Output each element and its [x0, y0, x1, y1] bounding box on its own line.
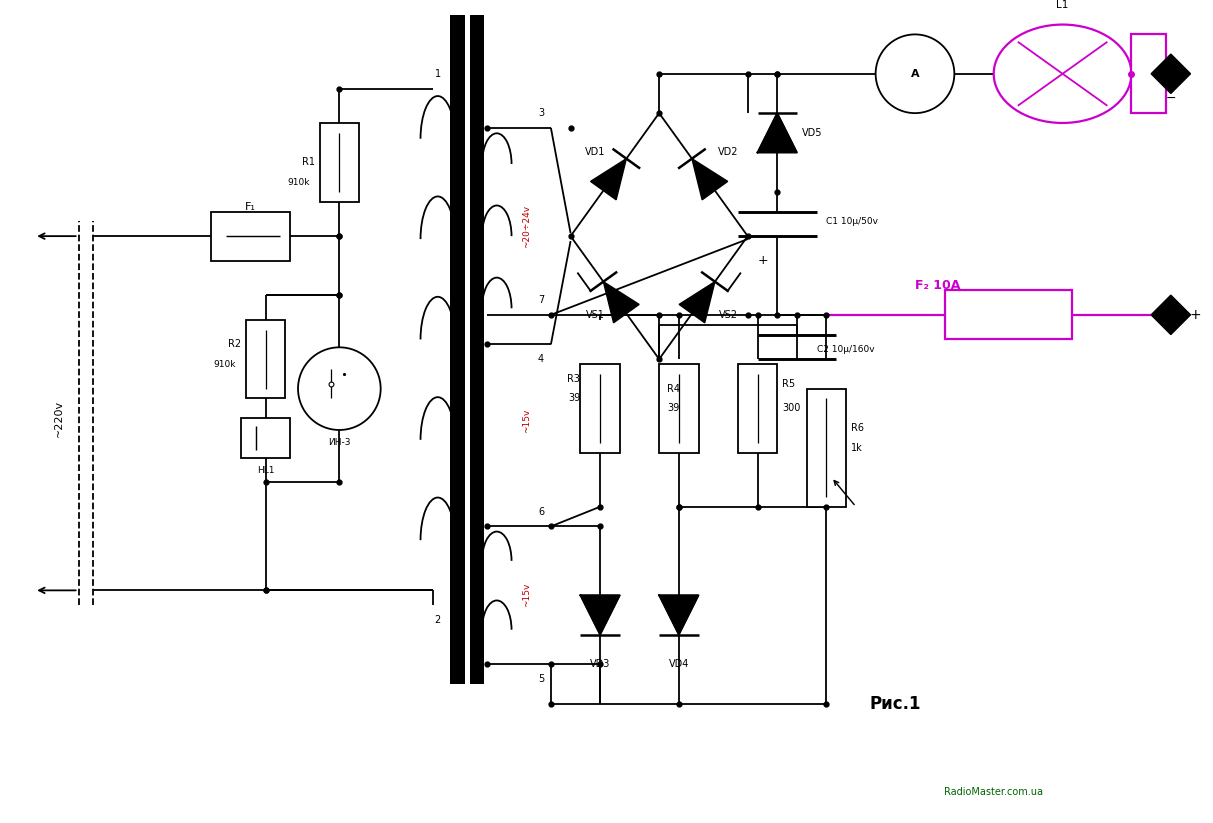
- Bar: [1132, 35, 1166, 113]
- Text: Рис.1: Рис.1: [870, 695, 921, 713]
- Polygon shape: [603, 281, 639, 323]
- Polygon shape: [691, 159, 728, 200]
- Text: 2: 2: [434, 615, 440, 625]
- Text: C1 10μ/50v: C1 10μ/50v: [826, 217, 878, 226]
- Polygon shape: [1151, 295, 1190, 334]
- Bar: [246, 320, 285, 398]
- Text: RadioMaster.com.ua: RadioMaster.com.ua: [944, 787, 1043, 797]
- Text: A: A: [911, 69, 919, 79]
- Text: F₁: F₁: [245, 202, 256, 212]
- Bar: [450, 15, 465, 684]
- Text: 6: 6: [539, 507, 545, 517]
- Text: VD5: VD5: [802, 128, 822, 137]
- Text: 5: 5: [537, 674, 545, 684]
- Text: R4: R4: [667, 384, 680, 393]
- Polygon shape: [679, 281, 714, 323]
- Text: VD3: VD3: [590, 659, 610, 669]
- Bar: [945, 291, 1072, 339]
- Bar: [738, 364, 778, 453]
- Text: 39: 39: [568, 393, 581, 403]
- Text: +: +: [757, 254, 768, 267]
- Polygon shape: [659, 595, 699, 635]
- Text: C2 10μ/160v: C2 10μ/160v: [816, 345, 875, 354]
- Text: L1: L1: [1057, 0, 1069, 10]
- Text: −: −: [1166, 92, 1177, 105]
- Circle shape: [298, 347, 381, 430]
- Text: 300: 300: [782, 403, 801, 413]
- Text: 1: 1: [434, 69, 440, 79]
- Ellipse shape: [993, 25, 1132, 123]
- Bar: [807, 388, 847, 507]
- Bar: [581, 364, 620, 453]
- Text: 4: 4: [539, 354, 545, 364]
- Polygon shape: [581, 595, 620, 635]
- Text: VS1: VS1: [586, 309, 604, 320]
- Text: HL1: HL1: [257, 466, 274, 475]
- Circle shape: [876, 35, 955, 113]
- Bar: [320, 123, 359, 202]
- Polygon shape: [758, 113, 797, 152]
- Text: R1: R1: [302, 157, 314, 167]
- Text: R2: R2: [228, 339, 241, 350]
- Text: VS2: VS2: [718, 309, 738, 320]
- Text: 39: 39: [668, 403, 680, 413]
- Text: ИН-3: ИН-3: [328, 439, 351, 447]
- Bar: [211, 212, 290, 261]
- Text: 910k: 910k: [287, 178, 309, 187]
- Text: 3: 3: [539, 108, 545, 119]
- Text: R3: R3: [568, 374, 581, 384]
- Text: ~20÷24v: ~20÷24v: [522, 205, 531, 248]
- Text: VD2: VD2: [718, 147, 739, 157]
- Text: VD4: VD4: [668, 659, 689, 669]
- Text: ~220v: ~220v: [53, 400, 64, 437]
- Text: R5: R5: [782, 379, 796, 388]
- Polygon shape: [591, 159, 626, 200]
- Text: 910k: 910k: [213, 360, 237, 369]
- Text: ~15v: ~15v: [522, 584, 531, 607]
- Text: 7: 7: [537, 295, 545, 305]
- Text: VD1: VD1: [585, 147, 605, 157]
- Text: +: +: [1190, 308, 1201, 322]
- Text: 1k: 1k: [852, 443, 862, 453]
- Text: ~15v: ~15v: [522, 408, 531, 433]
- Bar: [241, 418, 290, 458]
- Bar: [469, 15, 484, 684]
- Polygon shape: [1151, 54, 1190, 94]
- Text: F₂ 10A: F₂ 10A: [915, 279, 961, 292]
- Text: R6: R6: [852, 423, 864, 433]
- Bar: [659, 364, 699, 453]
